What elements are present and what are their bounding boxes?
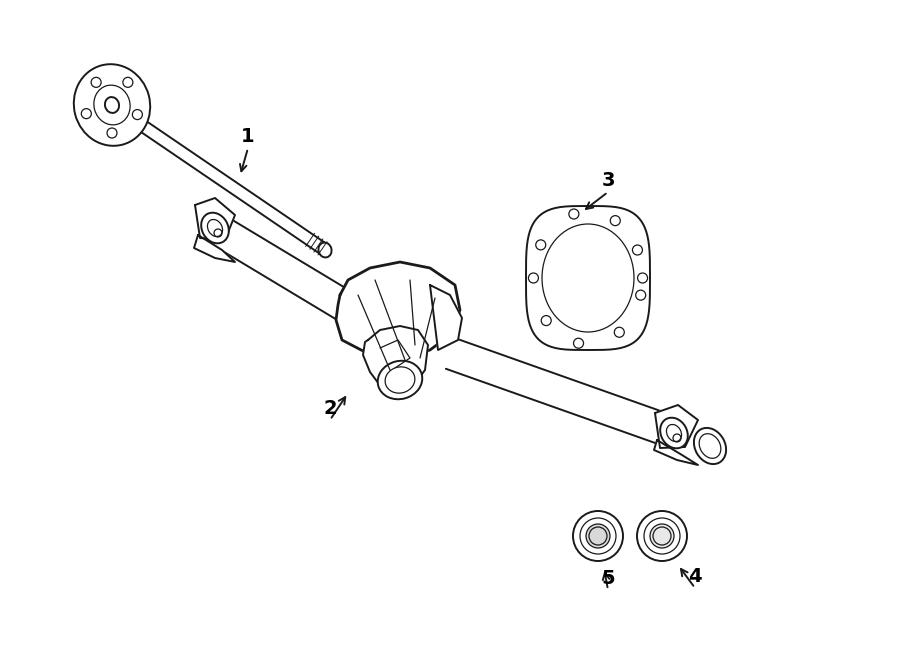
- Ellipse shape: [105, 97, 119, 113]
- Ellipse shape: [385, 367, 415, 393]
- Ellipse shape: [378, 361, 422, 399]
- Ellipse shape: [202, 213, 229, 243]
- Ellipse shape: [319, 243, 331, 257]
- Text: 4: 4: [688, 566, 702, 586]
- Ellipse shape: [586, 524, 610, 548]
- Polygon shape: [430, 285, 462, 350]
- Ellipse shape: [694, 428, 726, 464]
- Text: 3: 3: [601, 171, 615, 190]
- Ellipse shape: [650, 524, 674, 548]
- Ellipse shape: [661, 418, 688, 448]
- Polygon shape: [363, 326, 428, 396]
- Ellipse shape: [94, 85, 130, 125]
- Polygon shape: [195, 198, 235, 240]
- Text: 5: 5: [601, 568, 615, 588]
- Polygon shape: [194, 235, 235, 262]
- Polygon shape: [336, 262, 460, 358]
- Polygon shape: [654, 440, 698, 465]
- Polygon shape: [526, 206, 650, 350]
- Text: 1: 1: [241, 126, 255, 145]
- Ellipse shape: [74, 64, 150, 146]
- Text: 2: 2: [323, 399, 337, 418]
- Ellipse shape: [637, 511, 687, 561]
- Polygon shape: [655, 405, 698, 448]
- Ellipse shape: [573, 511, 623, 561]
